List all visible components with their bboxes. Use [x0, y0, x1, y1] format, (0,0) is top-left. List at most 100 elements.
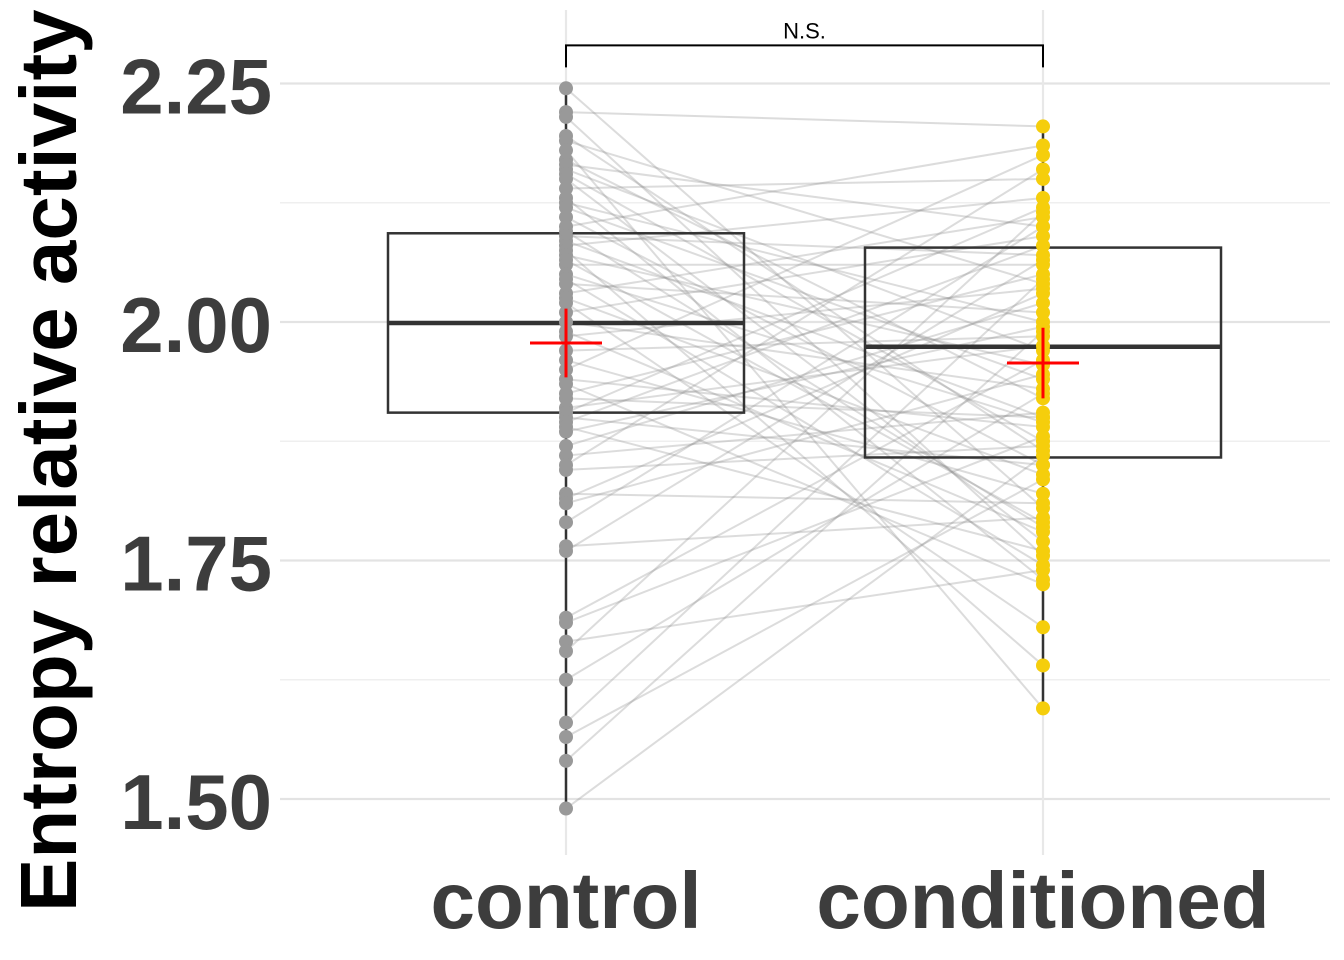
point-conditioned-33	[1036, 524, 1050, 539]
pair-line-25	[565, 273, 1044, 424]
point-conditioned-59	[1036, 429, 1050, 444]
x-tick-label-conditioned: conditioned	[816, 856, 1269, 945]
pair-line-12	[565, 197, 1044, 581]
pair-line-39	[565, 383, 1044, 586]
point-conditioned-21	[1036, 658, 1050, 673]
pair-line-33	[565, 330, 1044, 533]
point-conditioned-45	[1036, 238, 1050, 253]
pair-line-19	[565, 239, 1044, 419]
pair-line-13	[565, 201, 1044, 323]
pair-line-42	[565, 344, 1044, 409]
pair-line-60	[565, 569, 1044, 643]
pair-line-10	[565, 178, 1044, 543]
y-tick-label-1: 1.75	[120, 520, 272, 608]
point-control-2	[559, 109, 573, 124]
point-control-47	[559, 424, 573, 439]
pair-line-34	[565, 287, 1044, 338]
pair-line-16	[565, 144, 1044, 228]
pair-line-27	[565, 282, 1044, 314]
y-tick-label-2: 2.00	[120, 281, 272, 369]
point-control-62	[559, 672, 573, 687]
point-conditioned-57	[1036, 252, 1050, 267]
point-conditioned-53	[1036, 286, 1050, 301]
point-control-59	[559, 615, 573, 630]
x-tick-label-control: control	[430, 856, 701, 945]
pair-line-63	[565, 278, 1044, 724]
pair-line-31	[565, 235, 1044, 314]
point-conditioned-60	[1036, 563, 1050, 578]
point-conditioned-66	[1036, 448, 1050, 463]
pair-line-52	[565, 492, 1044, 505]
pair-line-28	[565, 216, 1044, 295]
pair-line-17	[565, 230, 1044, 528]
point-control-0	[559, 81, 573, 96]
pair-line-66	[565, 454, 1044, 810]
point-control-54	[559, 496, 573, 511]
pair-line-47	[565, 325, 1044, 433]
pair-line-0	[565, 87, 1044, 509]
point-control-55	[559, 515, 573, 530]
pair-line-3	[565, 135, 1044, 452]
point-conditioned-5	[1036, 701, 1050, 716]
pair-line-2	[565, 116, 1044, 557]
pair-line-23	[565, 259, 1044, 524]
pair-line-49	[565, 411, 1044, 457]
point-control-65	[559, 753, 573, 768]
pair-line-9	[565, 173, 1044, 443]
y-tick-labels: 1.50 1.75 2.00 2.25	[120, 43, 272, 847]
pair-line-51	[565, 445, 1044, 471]
significance-bracket: N.S.	[565, 18, 1044, 68]
pair-line-29	[565, 297, 1044, 476]
mean-markers	[530, 308, 1079, 399]
pair-line-6	[565, 158, 1044, 400]
pair-line-36	[565, 359, 1044, 495]
pair-line-55	[565, 225, 1044, 524]
pair-line-20	[565, 196, 1044, 247]
data-points	[559, 81, 1050, 816]
point-control-61	[559, 644, 573, 659]
pair-line-61	[565, 211, 1044, 652]
pair-line-41	[565, 397, 1044, 419]
point-conditioned-63	[1036, 272, 1050, 287]
pair-line-14	[565, 206, 1044, 381]
pair-line-40	[565, 273, 1044, 395]
pair-line-56	[565, 516, 1044, 548]
point-conditioned-30	[1036, 620, 1050, 635]
point-conditioned-61	[1036, 205, 1050, 220]
pair-line-46	[565, 425, 1044, 552]
pair-line-5	[565, 149, 1044, 710]
pair-line-30	[565, 302, 1044, 629]
point-conditioned-52	[1036, 496, 1050, 511]
pair-line-57	[565, 259, 1044, 552]
point-conditioned-39	[1036, 577, 1050, 592]
point-control-64	[559, 729, 573, 744]
pair-line-43	[565, 206, 1044, 414]
y-tick-label-0: 1.50	[120, 758, 272, 846]
point-control-57	[559, 543, 573, 558]
point-conditioned-1	[1036, 119, 1050, 134]
y-tick-label-3: 2.25	[120, 43, 272, 131]
pair-line-53	[565, 292, 1044, 500]
point-conditioned-50	[1036, 162, 1050, 177]
paired-lines	[565, 87, 1044, 810]
point-control-63	[559, 715, 573, 730]
pair-line-4	[565, 139, 1044, 285]
pair-line-54	[565, 373, 1044, 505]
pair-line-18	[565, 235, 1044, 257]
pair-line-65	[565, 330, 1044, 762]
y-axis-label: Entropy relative activity	[4, 9, 93, 912]
pair-line-1	[565, 111, 1044, 128]
pair-line-32	[565, 321, 1044, 390]
point-control-66	[559, 801, 573, 816]
point-conditioned-37	[1036, 148, 1050, 163]
x-tick-labels: control conditioned	[430, 856, 1269, 945]
pair-line-35	[565, 335, 1044, 352]
pair-line-11	[565, 177, 1044, 190]
pair-line-58	[565, 359, 1044, 619]
pair-line-48	[565, 301, 1044, 447]
pair-line-62	[565, 392, 1044, 681]
pair-line-64	[565, 478, 1044, 738]
point-conditioned-55	[1036, 219, 1050, 234]
point-control-51	[559, 462, 573, 477]
